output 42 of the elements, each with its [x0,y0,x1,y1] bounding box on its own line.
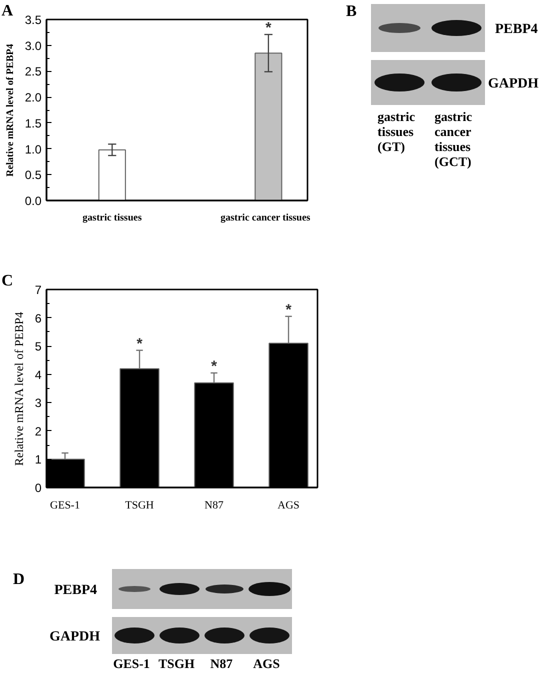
x-tick-label: gastric cancer tissues [220,212,310,224]
y-tick-label: 4 [34,368,42,382]
text: B [346,3,357,20]
category-label: N87 [210,656,234,671]
x-tick-label: gastric tissues [82,212,142,224]
category-label: GAPDH [488,76,539,92]
y-tick-label: 6 [34,311,42,326]
y-tick-label: 3.0 [24,38,42,53]
x-tick-label: AGS [278,500,300,512]
y-tick-label: 3 [34,396,42,410]
chart-title: C [2,272,14,290]
y-tick-label: 7 [34,283,42,297]
y-axis-title: Relative mRNA level of PEBP4 [12,312,26,466]
annotation: * [286,301,292,318]
y-tick-label: 2.5 [24,64,42,79]
category-label: GAPDH [49,630,100,644]
y-tick-label: 1.5 [24,116,42,130]
y-tick-label: 2 [34,424,42,438]
y-tick-label: 3.5 [24,13,42,27]
y-tick-label: 2.0 [24,90,42,105]
text: D [13,571,25,588]
x-tick-label: GES-1 [50,500,80,512]
x-tick-label: N87 [204,500,224,512]
category-label: gastric cancer tissues (GCT) [434,109,472,169]
y-tick-label: 5 [34,340,42,354]
y-tick-label: 0.0 [24,194,42,208]
category-label: PEBP4 [54,583,97,598]
category-label: gastric tissues (GT) [378,109,416,154]
y-tick-label: 0 [34,481,42,495]
y-tick-label: 1 [34,452,42,467]
category-label: AGS [253,656,280,671]
y-axis-title: Relative mRNA level of PEBP4 [4,44,16,177]
y-tick-label: 0.5 [24,168,42,182]
annotation: * [266,19,272,36]
annotation: * [136,335,143,352]
chart-title: A [2,2,14,20]
category-label: PEBP4 [495,22,538,37]
category-label: TSGH [158,656,195,671]
annotation: * [211,358,218,375]
y-tick-label: 1.0 [24,142,42,156]
x-tick-label: TSGH [125,500,154,512]
category-label: GES-1 [113,656,150,671]
